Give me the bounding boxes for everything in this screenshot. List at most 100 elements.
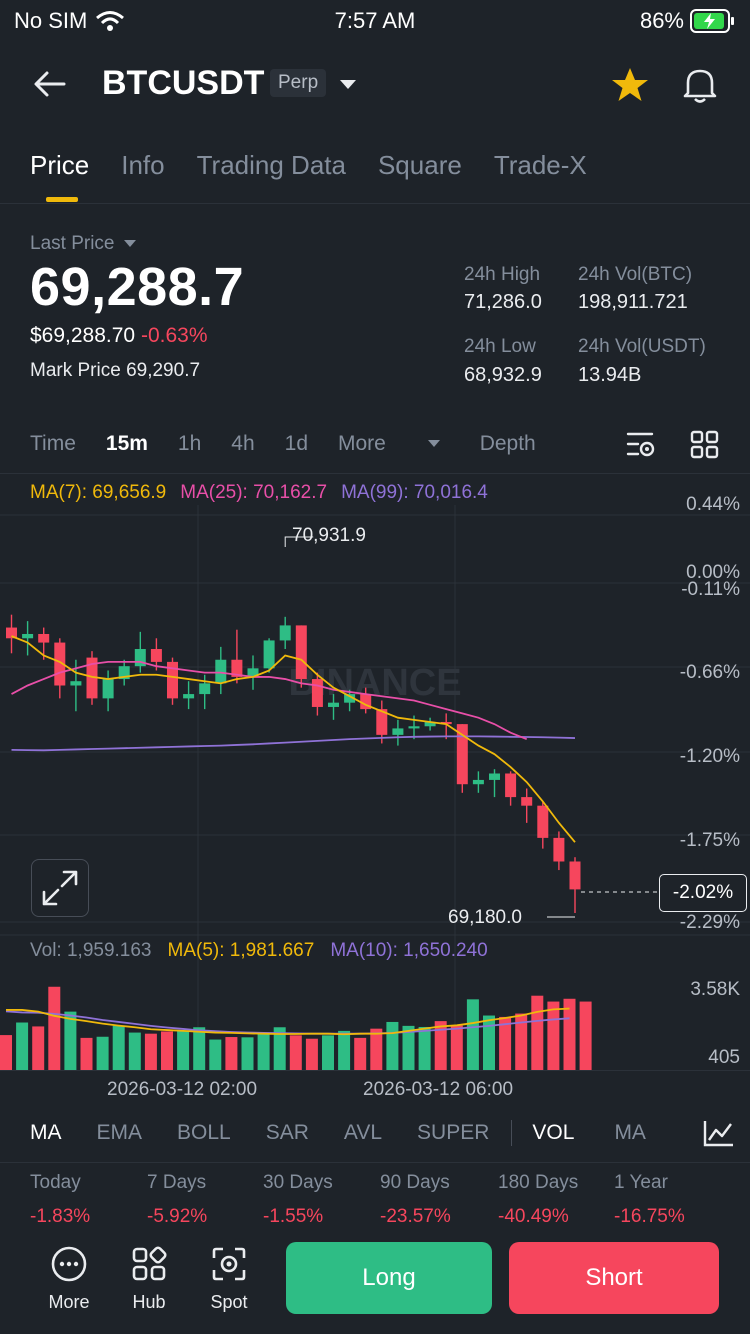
long-button[interactable]: Long [286, 1242, 492, 1314]
back-arrow-icon[interactable] [32, 68, 68, 100]
divider [0, 1070, 750, 1071]
indicator-chart-icon[interactable] [702, 1118, 736, 1148]
candle-body [38, 633, 50, 643]
candle-body [537, 805, 549, 838]
volume-bar [338, 1030, 351, 1070]
bell-icon[interactable] [682, 66, 718, 104]
volume-legend: Vol: 1,959.163 MA(5): 1,981.667 MA(10): … [30, 940, 504, 962]
tab-square[interactable]: Square [377, 150, 462, 180]
caret-down-icon [427, 440, 440, 447]
hub-button[interactable]: Hub [109, 1245, 189, 1313]
ind-ma-sub[interactable]: MA [614, 1121, 646, 1144]
candlestick-chart[interactable]: BINANCE [0, 505, 750, 1070]
caret-down-icon [124, 240, 137, 247]
status-time: 7:57 AM [334, 8, 416, 33]
ind-ema[interactable]: EMA [96, 1121, 143, 1144]
vol-y-top: 3.58K [690, 979, 740, 1000]
ind-avl[interactable]: AVL [343, 1121, 383, 1144]
ma7-line [11, 635, 576, 843]
chevron-down-icon[interactable] [338, 78, 358, 92]
ind-boll[interactable]: BOLL [177, 1121, 231, 1144]
candle-body [472, 779, 484, 785]
tf-1h[interactable]: 1h [177, 432, 202, 455]
candle-body [102, 679, 114, 699]
short-button[interactable]: Short [509, 1242, 719, 1314]
volume-bar [96, 1036, 109, 1070]
candle-body [521, 797, 533, 806]
perf-label-180d: 180 Days [498, 1172, 579, 1193]
candle-body [408, 726, 420, 729]
vol-ma10: MA(10): 1,650.240 [330, 940, 488, 961]
tf-time[interactable]: Time [30, 432, 76, 455]
volume-bar [386, 1021, 399, 1070]
ma-legend: MA(7): 69,656.9 MA(25): 70,162.7 MA(99):… [30, 482, 502, 504]
candle-body [118, 666, 130, 680]
timeframe-bar: Time 15m 1h 4h 1d More Depth [30, 432, 566, 456]
volume-bar [16, 1022, 29, 1070]
spot-button[interactable]: Spot [189, 1245, 269, 1313]
chart-settings-icon[interactable] [626, 430, 658, 460]
perf-value-30d: -1.55% [263, 1206, 324, 1227]
volume-bar [193, 1027, 206, 1070]
volume-bar [402, 1025, 415, 1070]
price-change: -0.63% [140, 324, 208, 347]
candle-body [295, 625, 307, 680]
volume-bar [128, 1032, 141, 1070]
last-price-label[interactable]: Last Price [30, 233, 138, 255]
tab-info[interactable]: Info [121, 150, 165, 180]
candle-body [489, 773, 500, 780]
tab-trade-x[interactable]: Trade-X [493, 150, 587, 180]
symbol-title[interactable]: BTCUSDT [102, 64, 265, 102]
perf-value-7d: -5.92% [147, 1206, 208, 1227]
ind-ma[interactable]: MA [30, 1121, 62, 1144]
more-button[interactable]: More [29, 1245, 109, 1313]
volume-bar [257, 1033, 270, 1070]
hub-grid-icon [132, 1246, 167, 1281]
tf-15m[interactable]: 15m [105, 432, 148, 455]
volume-bar [161, 1031, 173, 1070]
candle-body [360, 694, 372, 710]
candle-body [6, 627, 17, 639]
volume-bar [209, 1039, 222, 1070]
low-price-marker: 69,180.0 [448, 907, 522, 928]
more-dots-icon [51, 1246, 87, 1282]
spot-scan-icon [212, 1247, 246, 1281]
volume-bar [515, 1013, 528, 1070]
volume-bar [241, 1037, 254, 1070]
perf-label-7d: 7 Days [147, 1172, 207, 1193]
tab-price[interactable]: Price [30, 150, 90, 180]
volume-bar [466, 999, 479, 1070]
x-label: 2026-03-12 02:00 [107, 1079, 258, 1100]
volume-bar [563, 998, 576, 1070]
volume-bar [305, 1038, 318, 1070]
fullscreen-button[interactable] [31, 859, 89, 917]
candle-body [247, 668, 259, 677]
tf-more[interactable]: More [338, 432, 442, 456]
candle-body [215, 659, 227, 684]
star-icon[interactable] [610, 66, 650, 104]
volume-bar [354, 1037, 367, 1070]
ind-vol[interactable]: VOL [532, 1121, 575, 1144]
volume-bar [273, 1027, 286, 1070]
ma99-value: MA(99): 70,016.4 [341, 482, 488, 503]
candle-body [199, 683, 211, 695]
ind-super[interactable]: SUPER [417, 1121, 490, 1144]
tf-depth[interactable]: Depth [479, 432, 536, 455]
stat-24h-low-label: 24h Low [464, 336, 536, 357]
tab-bar: Price Info Trading Data Square Trade-X [30, 150, 619, 181]
high-price-marker: 70,931.9 [292, 525, 366, 546]
perf-value-180d: -40.49% [498, 1206, 569, 1227]
high-marker-line [284, 536, 314, 547]
grid-layout-icon[interactable] [690, 430, 720, 460]
perf-label-1y: 1 Year [614, 1172, 668, 1193]
tf-4h[interactable]: 4h [231, 432, 255, 455]
vol-ma5-line [6, 1007, 570, 1036]
divider [0, 1162, 750, 1163]
tab-trading-data[interactable]: Trading Data [196, 150, 346, 180]
ind-sar[interactable]: SAR [265, 1121, 309, 1144]
tf-1d[interactable]: 1d [284, 432, 308, 455]
stat-24h-vol-btc: 198,911.721 [578, 291, 688, 313]
volume-bar [370, 1028, 383, 1070]
ma25-value: MA(25): 70,162.7 [180, 482, 328, 503]
candle-body [134, 649, 146, 667]
